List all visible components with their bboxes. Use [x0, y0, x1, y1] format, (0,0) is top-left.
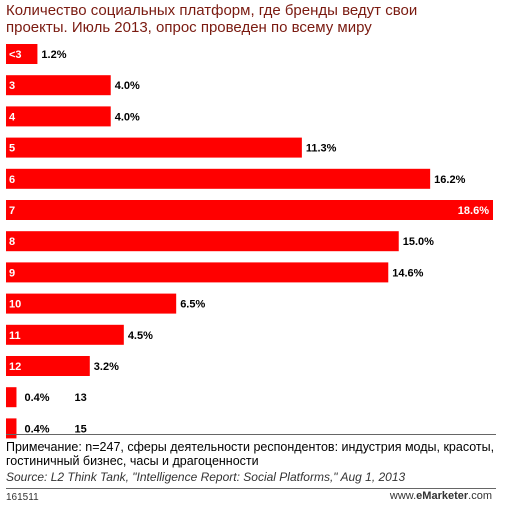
divider-bottom: [6, 488, 496, 489]
chart-id: 161511: [6, 492, 39, 503]
bar-13: [6, 418, 17, 439]
category-label-4: 5: [9, 143, 15, 155]
bar-chart: <3 1.2% 3 4.0% 4 4.0% 5 11.3% 6 16.2% 7 18.6% 8 15.0%…: [6, 44, 493, 439]
value-label-8: 14.6%: [392, 267, 423, 279]
category-label-8: 9: [9, 267, 15, 279]
bar-8: [6, 262, 389, 283]
value-label-2: 4.0%: [115, 80, 140, 92]
value-label-5: 16.2%: [434, 174, 465, 186]
chart-note: Примечание: n=247, сферы деятельности ре…: [6, 440, 495, 468]
bar-6: [6, 200, 493, 220]
category-label-10: 11: [9, 330, 21, 342]
value-label-4: 11.3%: [306, 143, 337, 155]
category-label-11: 12: [9, 361, 21, 373]
value-label-3: 4.0%: [115, 111, 140, 123]
brand-prefix: www.: [389, 490, 417, 502]
bar-1: [6, 44, 38, 64]
chart-title: Количество социальных платформ, где брен…: [6, 2, 418, 36]
chart-source: Source: L2 Think Tank, "Intelligence Rep…: [6, 470, 406, 484]
category-label-12: 13: [74, 392, 86, 404]
value-label-7: 15.0%: [403, 236, 434, 248]
bar-5: [6, 168, 431, 189]
category-label-3: 4: [9, 111, 16, 123]
value-label-1: 1.2%: [41, 49, 66, 61]
bar-10: [6, 324, 124, 345]
category-label-1: <3: [9, 49, 22, 61]
bar-11: [6, 356, 90, 376]
bar-2: [6, 75, 111, 96]
value-label-10: 4.5%: [128, 330, 153, 342]
value-label-9: 6.5%: [180, 299, 205, 311]
brand-suffix: .com: [468, 490, 492, 502]
bar-7: [6, 231, 399, 252]
category-label-6: 7: [9, 205, 15, 217]
bar-4: [6, 137, 302, 158]
bar-3: [6, 106, 111, 127]
bar-12: [6, 387, 17, 408]
bar-9: [6, 293, 177, 314]
category-label-9: 10: [9, 299, 21, 311]
category-label-13: 15: [74, 423, 86, 435]
value-label-11: 3.2%: [94, 361, 119, 373]
value-label-6: 18.6%: [458, 205, 489, 217]
divider-top: [6, 434, 496, 435]
category-label-7: 8: [9, 236, 15, 248]
value-label-12: 0.4%: [24, 392, 49, 404]
category-label-2: 3: [9, 80, 15, 92]
category-label-5: 6: [9, 174, 15, 186]
brand-name: eMarketer: [416, 490, 469, 502]
brand-logo: www.eMarketer.com: [390, 490, 492, 502]
value-label-13: 0.4%: [24, 423, 49, 435]
